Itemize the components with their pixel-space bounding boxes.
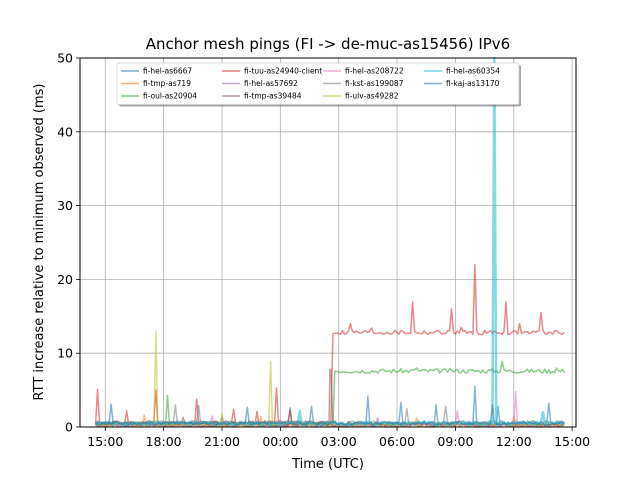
y-tick-label: 50 [57, 51, 73, 66]
legend-label: fi-ulv-as49282 [345, 92, 399, 101]
x-tick-label: 15:00 [554, 434, 590, 449]
y-axis-ticks: 0 10 20 30 40 50 [57, 51, 80, 435]
chart-title: Anchor mesh pings (FI -> de-muc-as15456)… [146, 35, 510, 53]
y-axis-label: RTT increase relative to minimum observe… [32, 84, 47, 401]
legend-label: fi-oul-as20904 [143, 92, 197, 101]
legend-label: fi-hel-as57692 [244, 79, 298, 88]
x-tick-label: 03:00 [321, 434, 357, 449]
y-tick-label: 30 [57, 198, 73, 213]
x-tick-label: 15:00 [87, 434, 123, 449]
y-tick-label: 20 [57, 272, 73, 287]
x-tick-label: 06:00 [379, 434, 415, 449]
x-tick-label: 12:00 [496, 434, 532, 449]
legend-label: fi-tmp-as39484 [244, 92, 302, 101]
y-tick-label: 40 [57, 124, 73, 139]
legend-box [116, 62, 520, 105]
series-line-fi-kaj-as13170 [95, 404, 565, 426]
x-tick-label: 09:00 [437, 434, 473, 449]
x-axis-ticks: 15:00 18:00 21:00 00:00 03:00 06:00 09:00 12:00… [87, 427, 590, 449]
x-tick-label: 21:00 [204, 434, 240, 449]
legend-label: fi-kst-as199087 [345, 79, 404, 88]
legend-label: fi-kaj-as13170 [446, 79, 500, 88]
plot-frame [79, 57, 577, 428]
legend-label: fi-hel-as208722 [345, 67, 404, 76]
legend-label: fi-hel-as60354 [446, 67, 500, 76]
legend: fi-hel-as6667 fi-tmp-as719 fi-oul-as20904 f… [116, 62, 521, 107]
x-tick-label: 00:00 [262, 434, 298, 449]
x-axis-label: Time (UTC) [291, 457, 364, 472]
legend-label: fi-tmp-as719 [143, 79, 191, 88]
y-tick-label: 10 [57, 346, 73, 361]
legend-label: fi-tuu-as24940-client [244, 67, 322, 76]
y-tick-label: 0 [65, 420, 73, 435]
legend-label: fi-hel-as6667 [143, 67, 192, 76]
x-tick-label: 18:00 [146, 434, 182, 449]
